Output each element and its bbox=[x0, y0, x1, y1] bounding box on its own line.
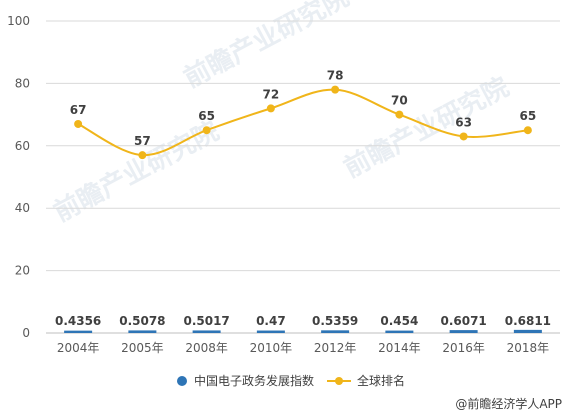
rank-data-label: 67 bbox=[70, 103, 87, 117]
index-data-label: 0.6071 bbox=[440, 314, 486, 328]
y-axis-ticks: 0 20 40 60 80 100 bbox=[7, 14, 30, 340]
x-tick-label: 2018年 bbox=[507, 341, 550, 355]
x-tick-label: 2014年 bbox=[378, 341, 421, 355]
index-bar bbox=[385, 330, 414, 333]
rank-point bbox=[523, 126, 532, 135]
rank-data-label: 65 bbox=[520, 109, 537, 123]
rank-point bbox=[266, 104, 275, 113]
y-tick-label: 60 bbox=[15, 139, 30, 153]
rank-point bbox=[459, 132, 468, 141]
index-data-label: 0.4356 bbox=[55, 314, 101, 328]
rank-point bbox=[74, 119, 83, 128]
rank-data-label: 63 bbox=[455, 115, 472, 129]
index-bar bbox=[449, 330, 478, 333]
x-tick-label: 2012年 bbox=[314, 341, 357, 355]
index-series-labels: 0.4356 0.5078 0.5017 0.47 0.5359 0.454 0.6071 0… bbox=[55, 314, 551, 328]
index-bar bbox=[256, 330, 285, 333]
x-tick-label: 2004年 bbox=[57, 341, 100, 355]
x-tick-label: 2016年 bbox=[442, 341, 485, 355]
rank-series-labels: 67 57 65 72 78 70 63 65 bbox=[70, 69, 536, 149]
watermark-text: 前瞻产业研究院 bbox=[49, 115, 224, 228]
index-data-label: 0.5359 bbox=[312, 314, 358, 328]
rank-point bbox=[202, 126, 211, 135]
index-data-label: 0.5078 bbox=[119, 314, 165, 328]
x-tick-label: 2010年 bbox=[250, 341, 293, 355]
rank-data-label: 72 bbox=[263, 87, 280, 101]
rank-data-label: 57 bbox=[134, 134, 151, 148]
rank-data-label: 65 bbox=[198, 109, 215, 123]
y-tick-label: 80 bbox=[15, 76, 30, 90]
x-tick-label: 2005年 bbox=[121, 341, 164, 355]
watermark-text: 前瞻产业研究院 bbox=[339, 71, 514, 184]
rank-data-label: 70 bbox=[391, 94, 408, 108]
index-bar bbox=[64, 330, 93, 333]
source-label: @前瞻经济学人APP bbox=[455, 396, 562, 411]
index-bar bbox=[192, 330, 221, 333]
legend-label-rank: 全球排名 bbox=[357, 373, 405, 388]
rank-data-label: 78 bbox=[327, 69, 344, 83]
y-tick-label: 0 bbox=[22, 326, 30, 340]
x-tick-label: 2008年 bbox=[185, 341, 228, 355]
rank-point bbox=[331, 85, 340, 94]
legend: 中国电子政务发展指数 全球排名 bbox=[177, 373, 405, 388]
y-tick-label: 40 bbox=[15, 201, 30, 215]
rank-point bbox=[395, 110, 404, 119]
index-data-label: 0.47 bbox=[256, 314, 286, 328]
index-bar bbox=[513, 329, 542, 333]
y-tick-label: 100 bbox=[7, 14, 30, 28]
index-bar bbox=[321, 330, 350, 333]
y-tick-label: 20 bbox=[15, 264, 30, 278]
index-data-label: 0.454 bbox=[380, 314, 418, 328]
gridlines bbox=[46, 20, 560, 272]
rank-series-points bbox=[74, 85, 532, 160]
index-series-bars bbox=[64, 329, 542, 333]
legend-marker-index bbox=[177, 376, 187, 386]
rank-series-line bbox=[77, 88, 528, 157]
index-bar bbox=[128, 330, 157, 333]
index-data-label: 0.5017 bbox=[183, 314, 229, 328]
index-data-label: 0.6811 bbox=[505, 314, 551, 328]
legend-marker-rank bbox=[335, 377, 343, 385]
x-axis-ticks: 2004年 2005年 2008年 2010年 2012年 2014年 2016年 2018年 bbox=[57, 341, 549, 355]
legend-label-index: 中国电子政务发展指数 bbox=[194, 373, 314, 388]
rank-point bbox=[138, 151, 147, 160]
